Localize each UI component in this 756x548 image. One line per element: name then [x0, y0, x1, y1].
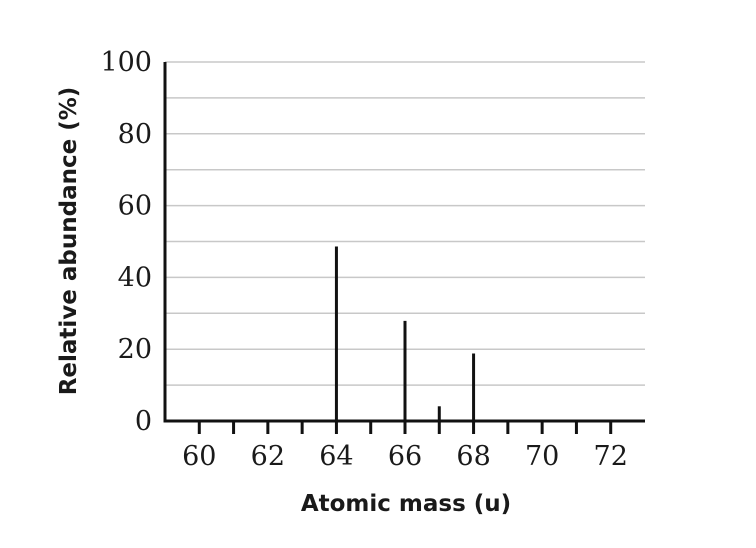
x-tick-labels: 60 62 64 66 68 70 72	[182, 441, 628, 472]
x-tick-label: 64	[319, 441, 353, 472]
x-tick-label: 62	[251, 441, 285, 472]
x-tick-label: 72	[594, 441, 628, 472]
y-tick-label: 80	[118, 119, 152, 150]
x-tick-label: 70	[525, 441, 559, 472]
x-tick-label: 68	[456, 441, 490, 472]
y-tick-labels: 0 20 40 60 80 100	[100, 47, 152, 437]
x-tick-label: 66	[388, 441, 422, 472]
y-tick-label: 40	[118, 262, 152, 293]
y-tick-label: 0	[135, 406, 152, 437]
gridlines	[165, 61, 645, 386]
y-tick-label: 60	[118, 191, 152, 222]
x-axis-title: Atomic mass (u)	[301, 491, 511, 517]
abundance-bars	[334, 246, 476, 421]
y-tick-label: 20	[118, 334, 152, 365]
tick-marks	[197, 421, 613, 434]
y-tick-label: 100	[100, 47, 152, 78]
y-axis-title: Relative abundance (%)	[56, 87, 82, 396]
x-tick-label: 60	[182, 441, 216, 472]
